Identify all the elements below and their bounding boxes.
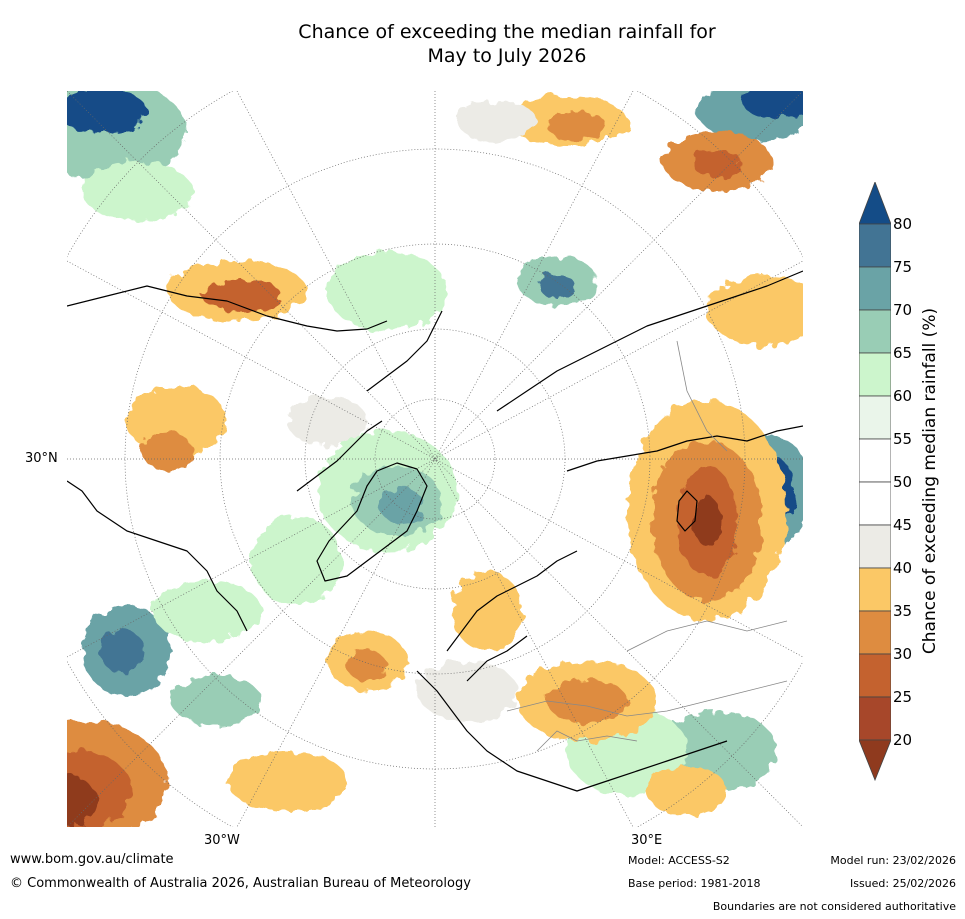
colorbar-tick-20: 20 <box>893 731 913 749</box>
anomaly-field <box>67 91 803 827</box>
colorbar-70-75 <box>858 266 892 311</box>
colorbar-75-80 <box>858 223 892 268</box>
coast-north-russia <box>566 425 803 472</box>
colorbar-tick-55: 55 <box>893 430 913 448</box>
lat-label-30n: 30°N <box>25 451 58 466</box>
website-link[interactable]: www.bom.gov.au/climate <box>10 852 174 867</box>
boundary-disclaimer: Boundaries are not considered authoritat… <box>712 900 956 913</box>
model-run-date: Model run: 23/02/2026 <box>830 854 956 867</box>
colorbar-arrow-bottom <box>858 739 892 782</box>
coast-scandinavia <box>446 550 578 682</box>
title-line-2: May to July 2026 <box>427 45 587 67</box>
lon-label-30w: 30°W <box>204 833 240 848</box>
colorbar-40-45 <box>858 524 892 569</box>
colorbar-tick-45: 45 <box>893 516 913 534</box>
colorbar-60-65 <box>858 352 892 397</box>
country-borders <box>506 340 788 752</box>
colorbar-45-50 <box>858 481 892 526</box>
base-period: Base period: 1981-2018 <box>628 877 761 890</box>
colorbar-tick-30: 30 <box>893 645 913 663</box>
coast-caspian <box>676 490 698 532</box>
coast-arctic-islands <box>296 310 443 492</box>
coast-europe <box>416 670 728 792</box>
title-line-1: Chance of exceeding the median rainfall … <box>298 21 716 43</box>
copyright-notice: © Commonwealth of Australia 2026, Austra… <box>10 876 471 891</box>
colorbar-arrow-top <box>858 180 892 225</box>
colorbar-25-30 <box>858 653 892 698</box>
colorbar-tick-70: 70 <box>893 301 913 319</box>
colorbar-55-60 <box>858 395 892 440</box>
chart-title: Chance of exceeding the median rainfall … <box>0 20 965 68</box>
coast-siberia <box>496 270 803 412</box>
colorbar-50-55 <box>858 438 892 483</box>
colorbar-tick-65: 65 <box>893 344 913 362</box>
colorbar-tick-35: 35 <box>893 602 913 620</box>
lon-label-30e: 30°E <box>631 833 663 848</box>
colorbar-tick-60: 60 <box>893 387 913 405</box>
rainfall-map <box>67 91 803 827</box>
colorbar-tick-75: 75 <box>893 258 913 276</box>
issued-date: Issued: 25/02/2026 <box>849 877 956 890</box>
colorbar-65-70 <box>858 309 892 354</box>
coast-greenland <box>316 462 428 582</box>
colorbar-title: Chance of exceeding median rainfall (%) <box>920 307 940 655</box>
coast-north-america <box>67 285 388 632</box>
colorbar-tick-50: 50 <box>893 473 913 491</box>
model-name: Model: ACCESS-S2 <box>628 854 730 867</box>
colorbar <box>858 180 892 782</box>
colorbar-tick-80: 80 <box>893 215 913 233</box>
graticule <box>67 91 803 827</box>
colorbar-tick-25: 25 <box>893 688 913 706</box>
colorbar-20-25 <box>858 696 892 741</box>
colorbar-30-35 <box>858 610 892 655</box>
coastlines <box>67 270 803 792</box>
colorbar-35-40 <box>858 567 892 612</box>
colorbar-tick-40: 40 <box>893 559 913 577</box>
